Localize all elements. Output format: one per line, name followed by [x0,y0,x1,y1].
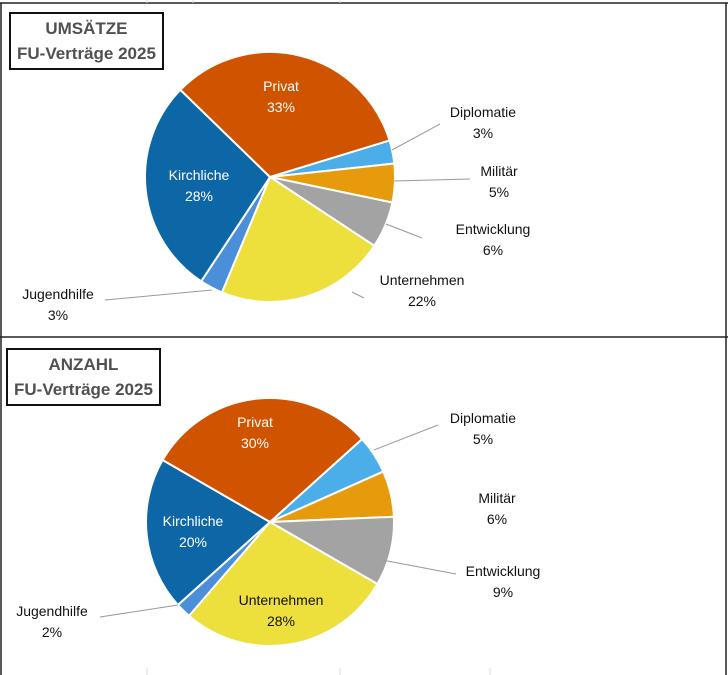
title-line-2: FU-Verträge 2025 [17,44,156,63]
percent-label: 2% [42,624,62,640]
pie-slice-privat [178,51,391,179]
data-label-militär: Militär 5% [480,163,518,200]
category-label: Jugendhilfe [16,603,88,619]
category-label: Diplomatie [450,104,516,120]
title-line-1: ANZAHL [48,355,119,374]
pie-chart-2: Diplomatie 5% Militär 6% Entwicklung 9% Untern… [16,397,541,647]
data-label-kirchliche: Kirchliche 20% [163,513,224,550]
category-label: Entwicklung [466,563,541,579]
category-label: Jugendhilfe [22,286,94,302]
category-label: Unternehmen [380,272,465,288]
percent-label: 3% [48,307,68,323]
leader-line [385,223,423,239]
data-label-diplomatie: Diplomatie 3% [450,104,516,141]
data-label-unternehmen: Unternehmen 28% [239,592,324,629]
category-label: Privat [237,414,273,430]
pie-slice-kirchliche [144,88,272,283]
category-label: Entwicklung [456,221,531,237]
percent-label: 20% [179,534,207,550]
percent-label: 22% [408,293,436,309]
leader-line [381,559,457,575]
leader-line [99,604,179,618]
category-label: Kirchliche [169,167,230,183]
leader-line [373,424,439,451]
percent-label: 3% [473,125,493,141]
data-label-jugendhilfe: Jugendhilfe 2% [16,603,88,640]
category-label: Privat [263,78,299,94]
percent-label: 33% [267,99,295,115]
category-label: Diplomatie [450,410,516,426]
data-label-entwicklung: Entwicklung 9% [466,563,541,600]
title-line-2: FU-Verträge 2025 [14,380,153,399]
pie-slice-kirchliche [145,458,272,607]
data-label-privat: Privat 33% [263,78,299,115]
leader-line [351,291,365,299]
category-label: Militär [480,163,518,179]
percent-label: 5% [473,431,493,447]
data-label-entwicklung: Entwicklung 6% [456,221,531,258]
percent-label: 6% [483,242,503,258]
data-label-diplomatie: Diplomatie 5% [450,410,516,447]
leader-line [104,289,213,301]
percent-label: 28% [185,188,213,204]
category-label: Kirchliche [163,513,224,529]
percent-label: 28% [267,613,295,629]
percent-label: 9% [493,584,513,600]
data-label-militär: Militär 6% [478,490,516,527]
percent-label: 30% [241,435,269,451]
data-label-unternehmen: Unternehmen 22% [380,272,465,309]
pie-slice-unternehmen [187,520,379,647]
category-label: Militär [478,490,516,506]
data-label-kirchliche: Kirchliche 28% [169,167,230,204]
pie-slice-privat [161,397,364,524]
pie-chart-1: Diplomatie 3% Militär 5% Entwicklung 6% Untern… [22,51,531,323]
percent-label: 6% [487,511,507,527]
chart-title-anzahl: ANZAHL FU-Verträge 2025 [6,348,161,406]
title-line-1: UMSÄTZE [45,19,128,38]
leader-line [391,123,441,151]
percent-label: 5% [489,184,509,200]
leader-line [393,178,471,182]
data-label-jugendhilfe: Jugendhilfe 3% [22,286,94,323]
data-label-privat: Privat 30% [237,414,273,451]
pie-slice-unternehmen [220,175,376,303]
chart-title-umsaetze: UMSÄTZE FU-Verträge 2025 [9,12,164,70]
category-label: Unternehmen [239,592,324,608]
